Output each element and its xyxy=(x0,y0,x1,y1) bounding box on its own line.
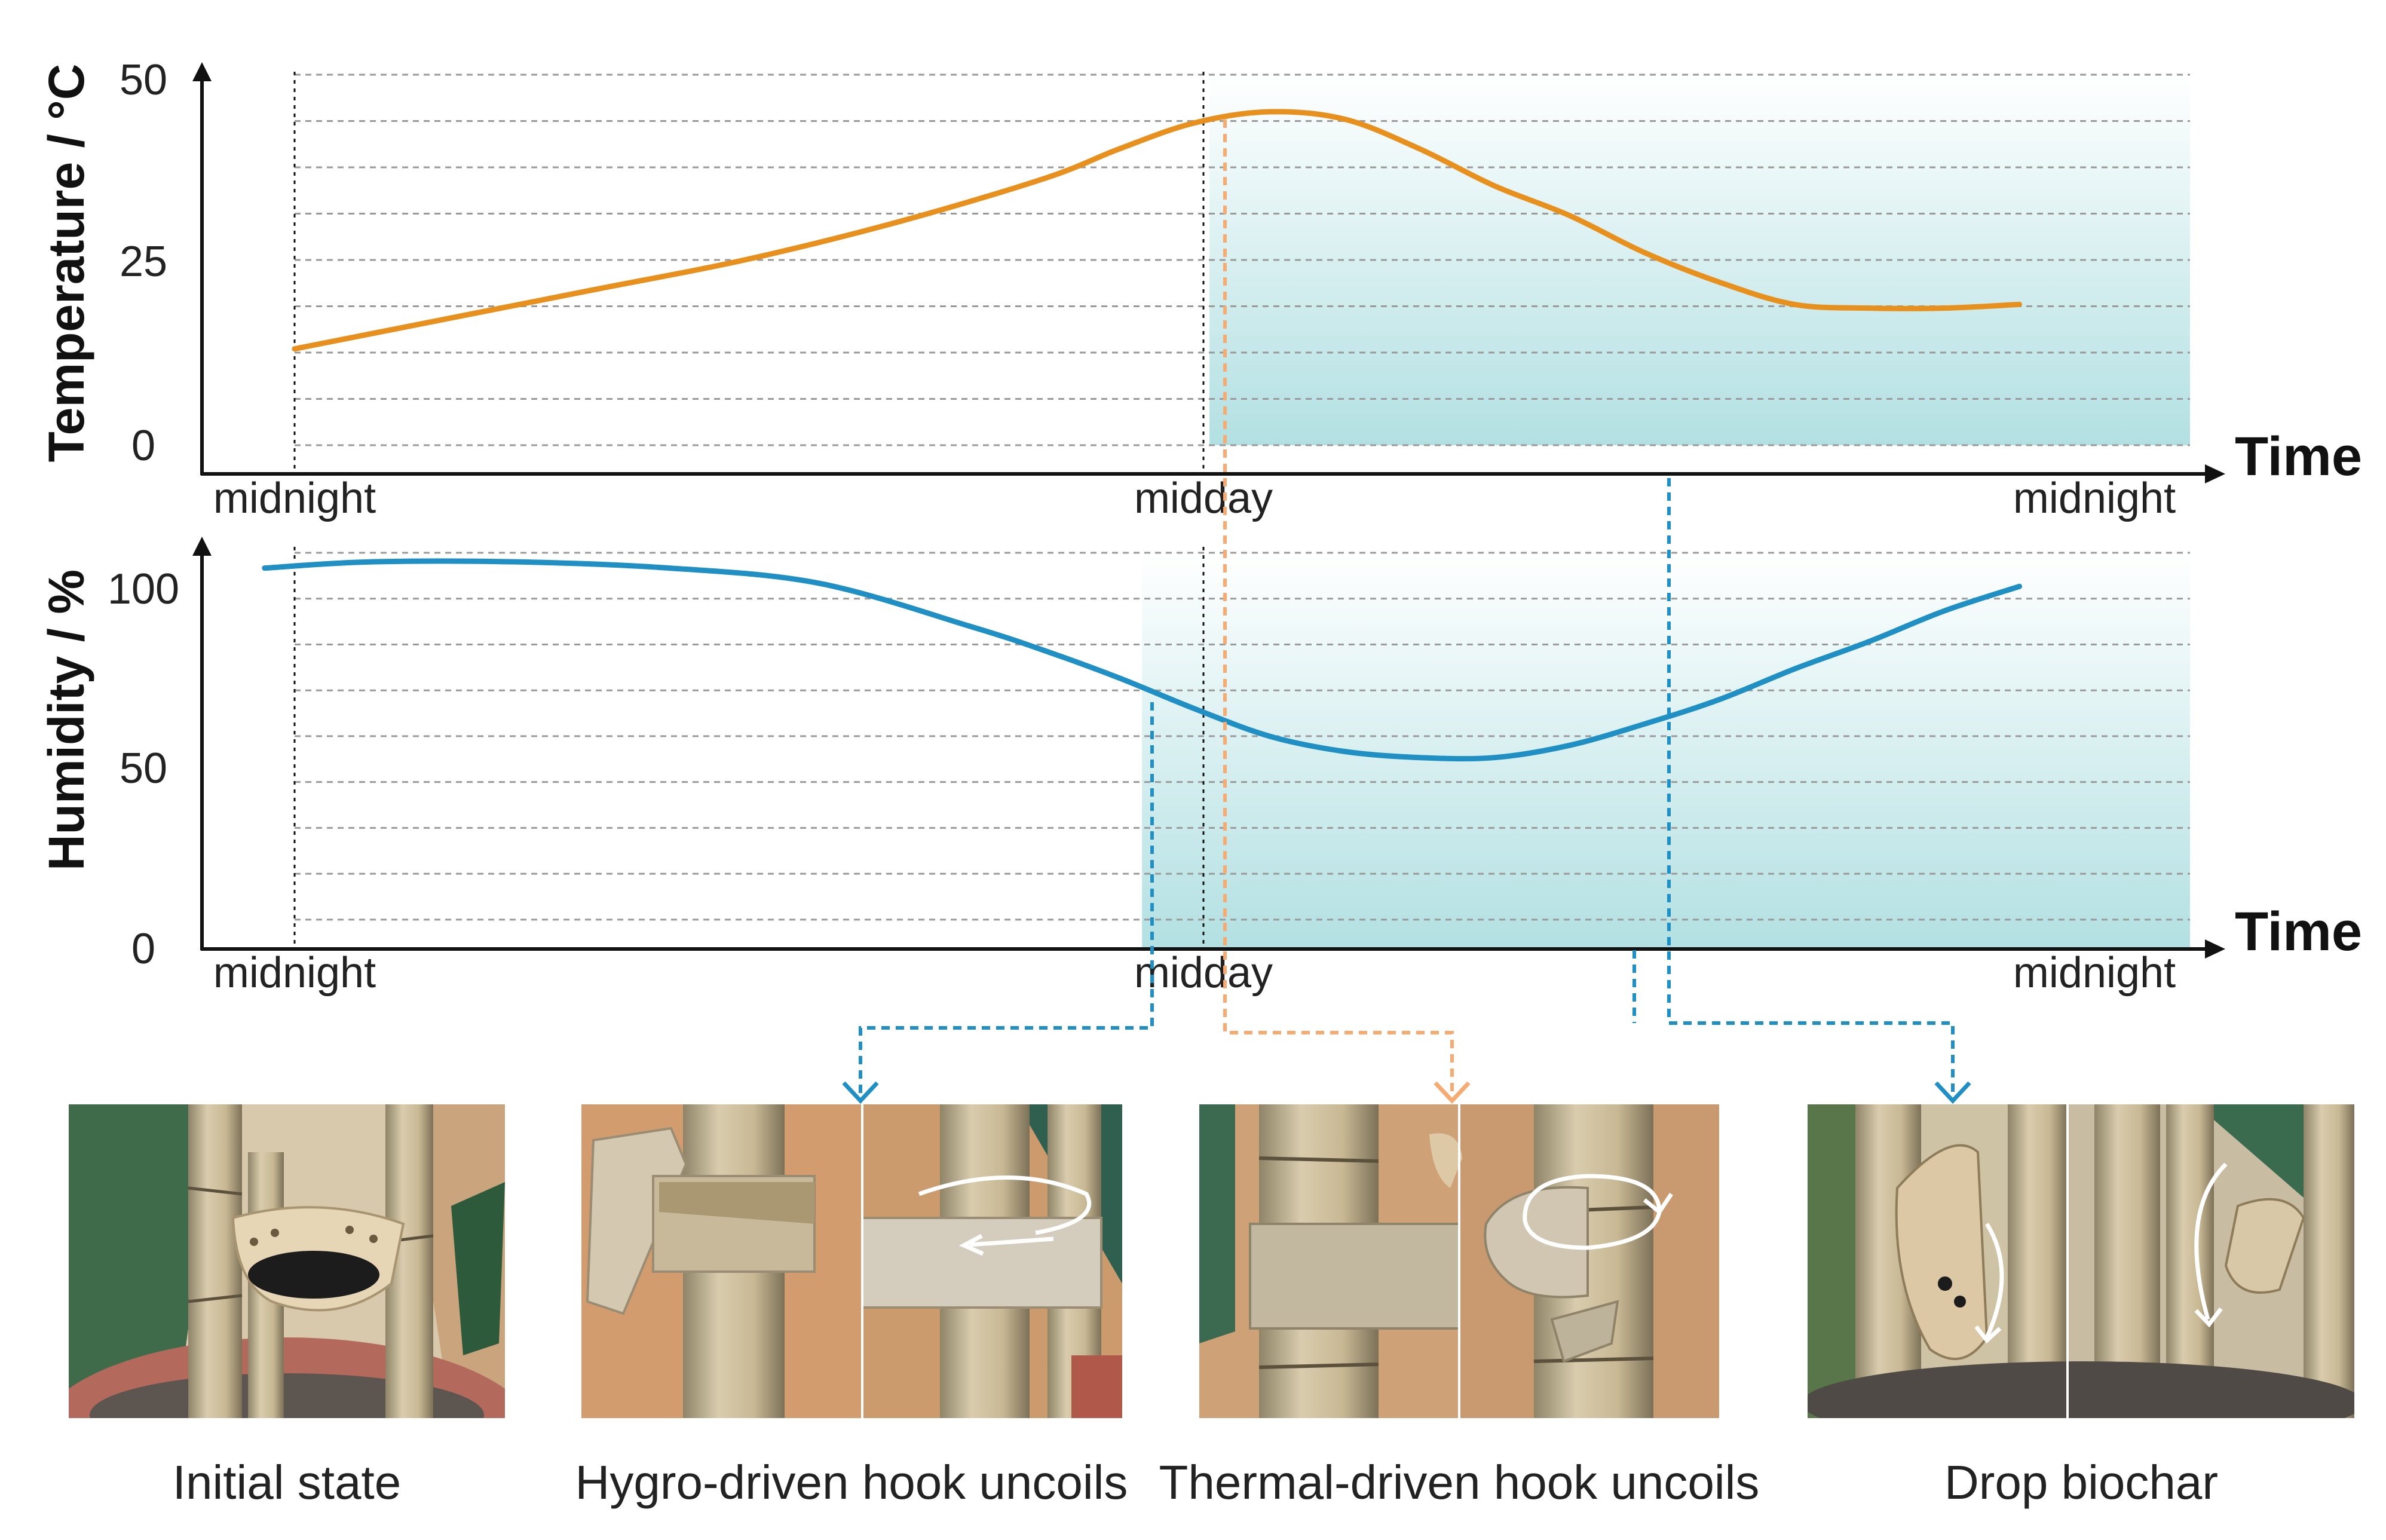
temperature-xtick-midday: midday xyxy=(1134,474,1273,522)
photo-hygro-driven xyxy=(581,1104,1122,1418)
panel-initial-state: Initial state xyxy=(69,1104,505,1509)
photo-initial-state xyxy=(69,1104,505,1418)
temperature-ytick-0: 0 xyxy=(131,422,155,470)
humidity-xtick-midnight-end: midnight xyxy=(2013,949,2176,997)
humidity-ytick-50: 50 xyxy=(120,745,167,792)
temperature-ytick-50: 50 xyxy=(120,56,167,104)
temperature-series-line xyxy=(292,109,2022,352)
panel-caption-thermal-driven: Thermal-driven hook uncoils xyxy=(1159,1456,1760,1509)
humidity-series-line xyxy=(262,558,2022,762)
panel-caption-initial-state: Initial state xyxy=(173,1456,401,1509)
humidity-y-axis-arrow xyxy=(192,537,212,556)
humidity-x-axis-arrow xyxy=(2205,939,2225,959)
temperature-x-axis-title: Time xyxy=(2235,426,2362,487)
drop-connector-line xyxy=(1667,478,1955,1094)
temperature-y-axis-arrow xyxy=(192,62,212,81)
humidity-xtick-midnight-start: midnight xyxy=(213,949,376,997)
thermal-connector-line xyxy=(1223,120,1454,1094)
drop-connector-arrowhead xyxy=(1934,1081,1971,1104)
humidity-x-axis-title: Time xyxy=(2235,901,2362,962)
temperature-gridlines xyxy=(295,74,2190,446)
photo-thermal-driven xyxy=(1199,1104,1719,1418)
humidity-xtick-midday: midday xyxy=(1134,949,1273,997)
photo-drop-biochar xyxy=(1808,1104,2354,1418)
humidity-gridlines xyxy=(295,552,2190,921)
temperature-xtick-midnight-start: midnight xyxy=(213,474,376,522)
temperature-chart: Temperature / °C 0 25 50 midnight midday… xyxy=(38,56,2362,522)
temperature-ytick-25: 25 xyxy=(120,238,167,286)
panel-thermal-driven: Thermal-driven hook uncoils xyxy=(1159,1104,1760,1509)
thermal-connector-arrowhead xyxy=(1434,1081,1471,1104)
temperature-axis-title: Temperature / °C xyxy=(38,64,94,463)
hygro-connector-arrowhead xyxy=(842,1081,879,1104)
panel-caption-drop-biochar: Drop biochar xyxy=(1944,1456,2218,1509)
humidity-ytick-100: 100 xyxy=(108,565,179,613)
panel-drop-biochar: Drop biochar xyxy=(1808,1104,2354,1509)
temperature-xtick-midnight-end: midnight xyxy=(2013,474,2176,522)
temperature-x-axis-arrow xyxy=(2205,464,2225,483)
panel-hygro-driven: Hygro-driven hook uncoils xyxy=(575,1104,1128,1509)
humidity-axis-title: Humidity / % xyxy=(38,570,94,871)
panel-caption-hygro-driven: Hygro-driven hook uncoils xyxy=(575,1456,1128,1509)
humidity-chart: Humidity / % 0 50 100 midnight midday mi… xyxy=(38,537,2362,997)
hygro-connector-line xyxy=(859,702,1154,1094)
connector-lines xyxy=(859,120,1955,1094)
humidity-ytick-0: 0 xyxy=(131,925,155,973)
humidity-shaded-region xyxy=(1142,553,2190,950)
